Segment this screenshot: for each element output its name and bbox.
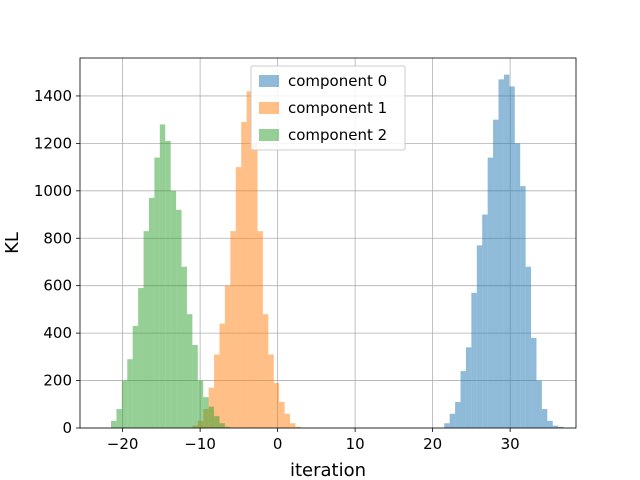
y-tick-label: 800 — [43, 229, 72, 247]
histogram-bar — [262, 314, 269, 428]
histogram-bar — [165, 141, 171, 428]
histogram-bar — [471, 292, 477, 428]
histogram-bar — [487, 157, 494, 428]
histogram-bar — [176, 209, 182, 428]
histogram-bar — [192, 344, 198, 428]
histogram-bar — [154, 157, 160, 428]
y-axis-ticks: 0 200 400 600 800 1000 1200 1400 — [34, 87, 80, 437]
histogram-bar — [268, 354, 274, 428]
histogram-bars — [111, 74, 564, 429]
legend-label: component 0 — [288, 72, 387, 90]
histogram-bar — [197, 380, 204, 428]
histogram-bar — [290, 423, 296, 428]
histogram-bar — [203, 397, 209, 428]
histogram-bar — [520, 186, 526, 428]
x-tick-label: −20 — [107, 435, 139, 453]
histogram-bar — [503, 74, 510, 428]
x-tick-label: 20 — [423, 435, 442, 453]
histogram-bar — [449, 413, 456, 428]
y-tick-label: 1200 — [34, 134, 72, 152]
x-tick-label: 0 — [273, 435, 283, 453]
histogram-bar — [143, 231, 149, 428]
legend-label: component 2 — [288, 126, 387, 144]
x-tick-label: 30 — [501, 435, 520, 453]
histogram-bar — [170, 190, 177, 428]
y-tick-label: 1000 — [34, 182, 72, 200]
histogram-bar — [219, 323, 225, 428]
histogram-bar — [138, 288, 144, 428]
series-1-bars — [192, 91, 301, 429]
legend-swatch — [259, 102, 279, 114]
histogram-bar — [493, 119, 499, 429]
y-tick-label: 400 — [43, 324, 72, 342]
histogram-bar — [455, 401, 461, 428]
histogram-bar — [252, 143, 258, 428]
histogram-bar — [295, 426, 301, 428]
histogram-bar — [279, 401, 285, 428]
histogram-bar — [509, 86, 515, 428]
histogram-bar — [558, 426, 564, 428]
legend-swatch — [259, 75, 279, 87]
histogram-bar — [214, 416, 220, 428]
histogram-bar — [121, 380, 128, 428]
histogram-bar — [159, 124, 166, 429]
histogram-bar — [132, 326, 139, 428]
histogram-bar — [482, 214, 488, 428]
histogram-bar — [547, 420, 553, 428]
histogram-bar — [181, 266, 187, 428]
histogram-bar — [257, 231, 263, 428]
histogram-bar — [552, 425, 559, 428]
histogram-bar — [208, 406, 215, 428]
x-tick-label: −10 — [184, 435, 216, 453]
histogram-bar — [116, 409, 122, 428]
histogram-bar — [246, 91, 253, 428]
histogram-bar — [127, 359, 133, 428]
series-2-bars — [111, 124, 231, 429]
histogram-bar — [525, 266, 532, 428]
histogram-bar — [241, 122, 247, 429]
histogram-bar — [224, 426, 231, 428]
histogram-bar — [536, 380, 542, 428]
histogram-bar — [460, 371, 466, 428]
legend-box — [250, 65, 406, 151]
plot-frame — [79, 57, 577, 429]
histogram-bar — [498, 79, 504, 428]
histogram-bar — [224, 285, 231, 428]
histogram-bar — [444, 423, 450, 428]
legend: component 0 component 1 component 2 — [250, 65, 406, 151]
y-tick-label: 0 — [62, 419, 72, 437]
y-tick-label: 200 — [43, 372, 72, 390]
series-0-bars — [444, 74, 564, 429]
histogram-bar — [111, 420, 117, 428]
x-axis-ticks: −20 −10 0 10 20 30 — [107, 428, 520, 453]
histogram-bar — [214, 354, 220, 428]
x-tick-label: 10 — [346, 435, 365, 453]
y-axis-title: KL — [2, 232, 23, 254]
y-tick-label: 1400 — [34, 87, 72, 105]
histogram-bar — [235, 167, 242, 428]
histogram-bar — [465, 347, 472, 428]
x-axis-title: iteration — [290, 460, 366, 480]
histogram-bar — [284, 413, 291, 428]
histogram-bar — [514, 143, 521, 428]
histogram-bar — [541, 409, 548, 428]
legend-label: component 1 — [288, 99, 387, 117]
histogram-bar — [230, 231, 236, 428]
histogram-bar — [531, 337, 537, 428]
histogram-bar — [476, 245, 483, 428]
histogram-bar — [273, 382, 280, 428]
histogram-bar — [186, 314, 193, 428]
histogram-bar — [148, 197, 155, 428]
legend-swatch — [259, 129, 279, 141]
histogram-bar — [219, 423, 225, 428]
y-tick-label: 600 — [43, 277, 72, 295]
